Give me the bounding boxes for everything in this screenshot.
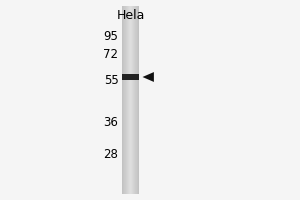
Bar (138, 6, 139, 194)
Bar (131, 6, 132, 194)
Text: 95: 95 (103, 29, 118, 43)
Bar (126, 6, 127, 194)
Text: 36: 36 (103, 116, 118, 129)
Bar (130, 6, 131, 194)
Bar (133, 6, 134, 194)
Bar (127, 6, 128, 194)
Bar (136, 6, 137, 194)
Bar (124, 6, 125, 194)
Text: 72: 72 (103, 48, 118, 62)
Bar (123, 6, 124, 194)
Text: Hela: Hela (116, 9, 145, 22)
Bar (129, 6, 130, 194)
Bar (122, 74, 139, 80)
Text: 55: 55 (104, 74, 119, 88)
Bar (135, 6, 136, 194)
Bar (137, 6, 138, 194)
Bar (132, 6, 133, 194)
Bar (125, 6, 126, 194)
Bar (134, 6, 135, 194)
Bar (122, 6, 123, 194)
Bar (128, 6, 129, 194)
Text: 28: 28 (103, 148, 118, 160)
Polygon shape (142, 72, 154, 82)
